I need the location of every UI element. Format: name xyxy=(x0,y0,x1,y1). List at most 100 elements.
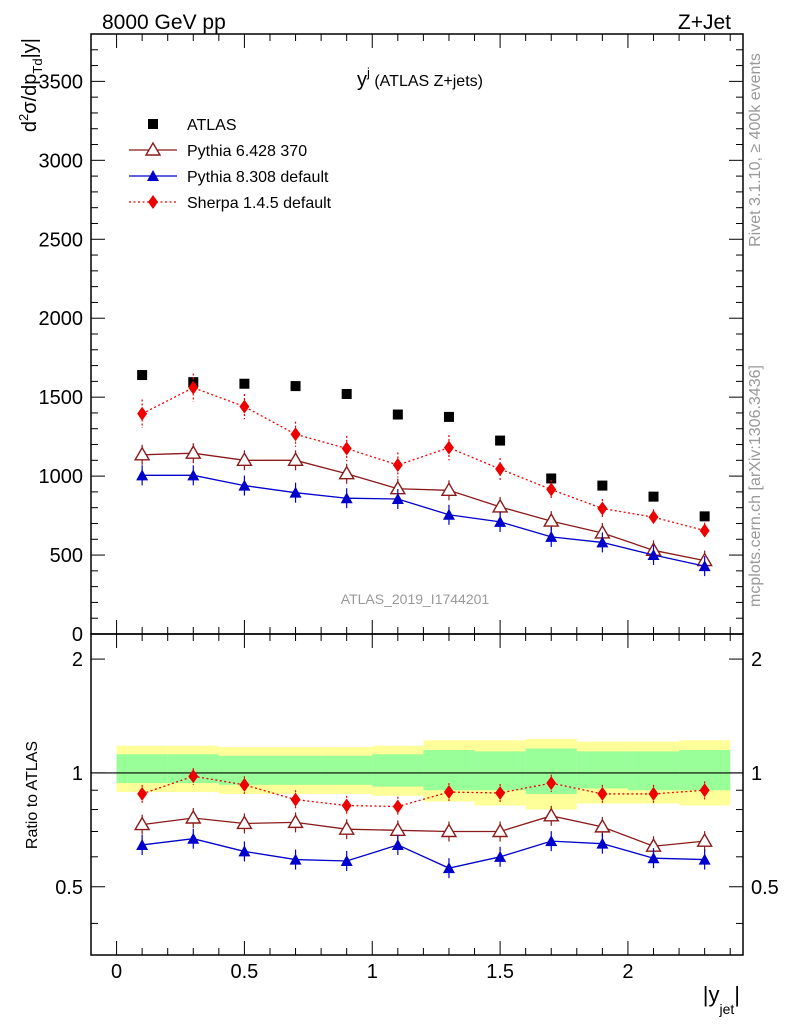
legend-label: Sherpa 1.4.5 default xyxy=(187,195,332,212)
rivet-version-label: Rivet 3.1.10, ≥ 400k events xyxy=(747,53,764,247)
series-line xyxy=(142,815,705,847)
series-line xyxy=(141,386,705,532)
y-tick-label: 2000 xyxy=(39,308,84,330)
x-tick-label: 1.5 xyxy=(486,961,514,983)
y-tick-label: 3500 xyxy=(39,71,84,93)
data-point xyxy=(338,465,355,480)
data-point xyxy=(236,451,253,467)
data-point xyxy=(545,835,558,847)
green-band-bin xyxy=(116,754,168,784)
series-sherpa-1-4-5-default xyxy=(137,768,710,817)
y-tick-label: 2500 xyxy=(39,229,84,251)
data-point xyxy=(596,837,609,849)
chart-legend: ATLAS Pythia 6.428 370 Pythia 8.308 defaul… xyxy=(129,117,332,212)
ratio-y-tick-label-right: 0.5 xyxy=(751,877,779,899)
ratio-y-axis-label: Ratio to ATLAS xyxy=(24,741,41,849)
legend-entry: Sherpa 1.4.5 default xyxy=(129,195,332,212)
ratio-y-tick-label-right: 1 xyxy=(751,763,762,785)
data-point xyxy=(185,809,202,824)
data-point xyxy=(338,820,355,835)
data-point xyxy=(494,850,507,862)
data-point xyxy=(543,807,560,822)
legend-label: Pythia 6.428 370 xyxy=(187,143,307,160)
ratio-y-tick-label-left: 0.5 xyxy=(55,877,83,899)
data-point xyxy=(495,785,506,800)
data-point xyxy=(289,853,302,865)
data-point xyxy=(543,512,560,527)
data-point xyxy=(698,853,711,865)
series-line xyxy=(142,474,705,567)
data-point xyxy=(443,411,454,422)
series-pythia-6-428-370 xyxy=(133,805,713,857)
green-band-bin xyxy=(269,755,322,785)
data-point xyxy=(494,515,507,527)
data-point xyxy=(597,786,608,801)
data-point xyxy=(440,481,458,497)
legend-marker xyxy=(144,141,162,156)
data-point xyxy=(290,381,301,392)
data-point xyxy=(442,862,455,874)
ratio-y-tick-label-left: 1 xyxy=(72,763,83,785)
data-point xyxy=(391,493,404,504)
data-point xyxy=(596,536,609,548)
data-point xyxy=(696,832,713,847)
data-point xyxy=(136,838,149,850)
data-point xyxy=(491,823,509,838)
data-point xyxy=(648,786,659,801)
header-left-label: 8000 GeV pp xyxy=(102,11,226,34)
x-tick-label: 2 xyxy=(622,961,633,983)
data-point xyxy=(341,389,352,399)
data-point xyxy=(698,560,711,572)
green-band-bin xyxy=(474,751,526,791)
x-tick-label: 1 xyxy=(367,961,378,983)
legend-marker xyxy=(148,119,158,129)
data-point xyxy=(188,380,199,395)
series-line xyxy=(142,838,705,869)
data-point xyxy=(594,818,611,833)
series-line xyxy=(142,452,705,562)
data-point xyxy=(597,480,608,491)
plot-title: yj (ATLAS Z+jets) xyxy=(357,65,483,91)
data-point xyxy=(699,783,710,798)
main-y-axis-label: d2σ/dpTd|y| xyxy=(16,38,45,132)
legend-entry: Pythia 8.308 default xyxy=(129,169,329,186)
legend-label: ATLAS xyxy=(187,117,237,134)
legend-entry: Pythia 6.428 370 xyxy=(129,141,307,160)
data-point xyxy=(392,799,403,814)
y-tick-label: 1000 xyxy=(39,466,84,488)
data-point xyxy=(699,523,710,538)
green-band-bin xyxy=(627,751,680,791)
data-point xyxy=(239,399,250,414)
legend-marker xyxy=(147,170,159,181)
ratio-y-tick-label-left: 2 xyxy=(72,649,83,671)
ratio-uncertainty-bands xyxy=(116,738,731,810)
data-point xyxy=(238,845,251,857)
ratio-plot-frame xyxy=(90,633,744,956)
data-point xyxy=(239,777,250,792)
series-atlas xyxy=(137,370,710,522)
data-point xyxy=(392,409,403,420)
data-point xyxy=(187,832,200,844)
data-point xyxy=(546,482,557,497)
green-band-bin xyxy=(321,755,373,785)
analysis-watermark: ATLAS_2019_I1744201 xyxy=(341,591,490,607)
x-tick-label: 0 xyxy=(111,961,122,983)
data-point xyxy=(597,501,608,516)
x-tick-label: 0.5 xyxy=(231,961,259,983)
series-sherpa-1-4-5-default xyxy=(137,373,710,539)
data-point xyxy=(647,549,660,561)
data-point xyxy=(290,427,301,442)
data-point xyxy=(389,821,407,837)
data-point xyxy=(647,852,660,864)
data-point xyxy=(392,458,403,473)
series-pythia-8-308-default xyxy=(136,828,711,879)
data-point xyxy=(287,813,304,829)
data-point xyxy=(391,838,404,850)
y-tick-label: 500 xyxy=(50,545,83,567)
data-point xyxy=(443,440,454,455)
data-point xyxy=(648,491,659,502)
data-point xyxy=(340,492,353,504)
data-point xyxy=(236,815,253,830)
data-point xyxy=(545,530,558,542)
data-point xyxy=(136,469,149,481)
